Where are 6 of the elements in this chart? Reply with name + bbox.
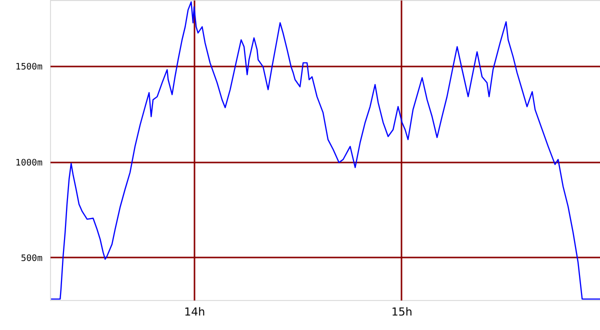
x-tick-label: 14h [184,306,206,318]
y-tick-label: 1000m [15,158,42,168]
line-series [50,1,600,300]
x-tick-label: 15h [391,306,412,318]
y-tick-label: 1500m [15,62,42,73]
y-tick-label: 500m [20,254,42,264]
